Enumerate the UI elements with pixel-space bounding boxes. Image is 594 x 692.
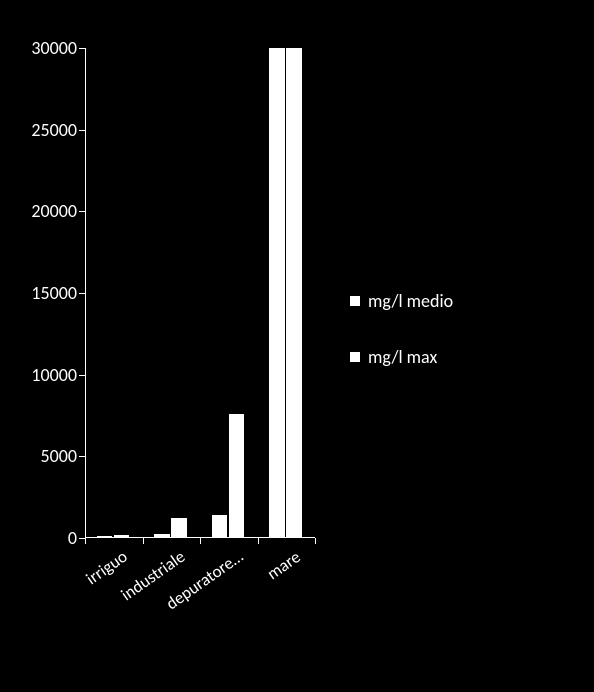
x-tick — [143, 538, 144, 544]
legend-item: mg/l medio — [350, 290, 453, 312]
x-axis-label: mare — [263, 546, 304, 584]
y-axis-label: 15000 — [7, 282, 77, 304]
y-tick — [79, 48, 85, 49]
y-axis-label: 20000 — [7, 200, 77, 222]
legend-item: mg/l max — [350, 346, 453, 368]
y-axis-label: 10000 — [7, 364, 77, 386]
x-tick — [315, 538, 316, 544]
y-axis-label: 5000 — [7, 445, 77, 467]
y-tick — [79, 293, 85, 294]
x-tick — [200, 538, 201, 544]
x-tick — [258, 538, 259, 544]
legend: mg/l medio mg/l max — [350, 290, 453, 402]
bar — [269, 48, 285, 538]
chart-container: 050001000015000200002500030000irriguoind… — [0, 0, 594, 692]
bar — [212, 515, 228, 538]
y-axis-label: 0 — [7, 527, 77, 549]
y-tick — [79, 375, 85, 376]
y-tick — [79, 211, 85, 212]
bar — [114, 535, 130, 538]
legend-label: mg/l max — [368, 346, 437, 368]
legend-marker — [350, 352, 360, 362]
legend-marker — [350, 296, 360, 306]
y-axis-label: 25000 — [7, 119, 77, 141]
bar — [229, 414, 245, 538]
y-axis-label: 30000 — [7, 37, 77, 59]
plot-area: 050001000015000200002500030000irriguoind… — [85, 48, 315, 538]
bar — [286, 48, 302, 538]
x-tick — [85, 538, 86, 544]
bar — [171, 518, 187, 538]
legend-label: mg/l medio — [368, 290, 453, 312]
y-tick — [79, 130, 85, 131]
bar — [154, 534, 170, 538]
y-tick — [79, 456, 85, 457]
y-axis-line — [85, 48, 86, 538]
bar — [97, 536, 113, 538]
